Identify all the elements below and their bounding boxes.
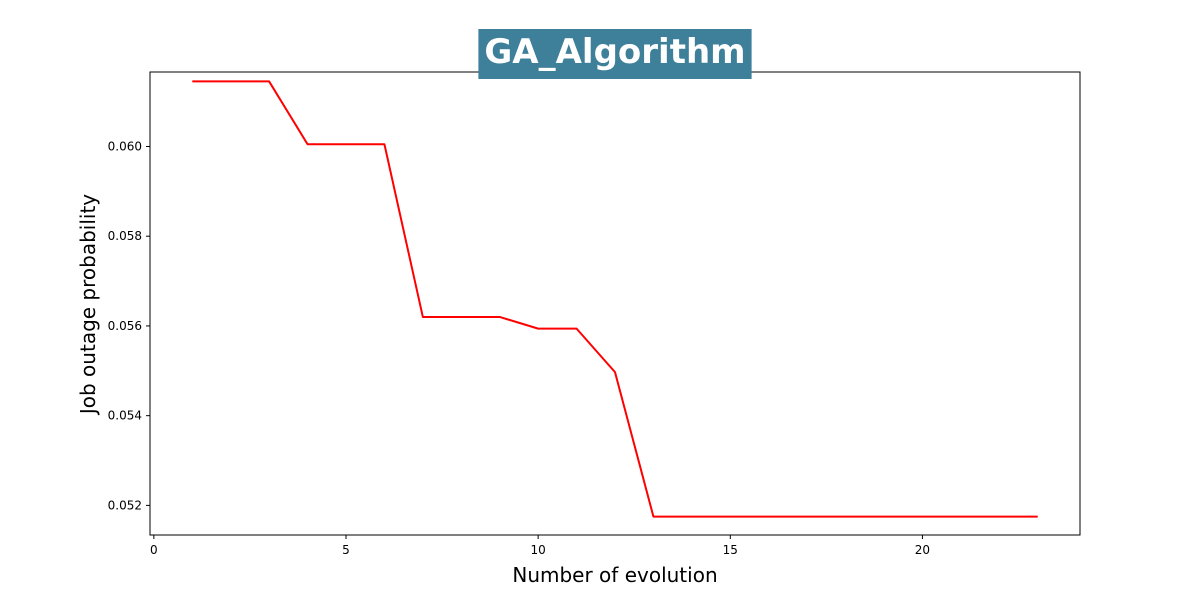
- x-tick-label: 15: [723, 543, 738, 557]
- series-layer: [192, 80, 1038, 518]
- y-tick-label: 0.054: [108, 409, 142, 423]
- x-axis-label: Number of evolution: [512, 563, 717, 587]
- x-tick-label: 0: [150, 543, 158, 557]
- x-tick-label: 5: [342, 543, 350, 557]
- y-tick-label: 0.052: [108, 498, 142, 512]
- y-tick-label: 0.058: [108, 229, 142, 243]
- y-axis: 0.052 0.054 0.056 0.058 0.060: [108, 139, 150, 512]
- plot-area: [150, 72, 1080, 535]
- y-tick-label: 0.060: [108, 139, 142, 153]
- chart-title: GA_Algorithm: [484, 32, 745, 72]
- x-axis: 0 5 10 15 20: [150, 535, 930, 557]
- chart-title-box: [478, 29, 752, 79]
- y-axis-label: Job outage probability: [76, 194, 100, 416]
- y-tick-label: 0.056: [108, 319, 142, 333]
- x-tick-label: 20: [915, 543, 930, 557]
- x-tick-label: 10: [530, 543, 545, 557]
- series-line: [192, 80, 1038, 518]
